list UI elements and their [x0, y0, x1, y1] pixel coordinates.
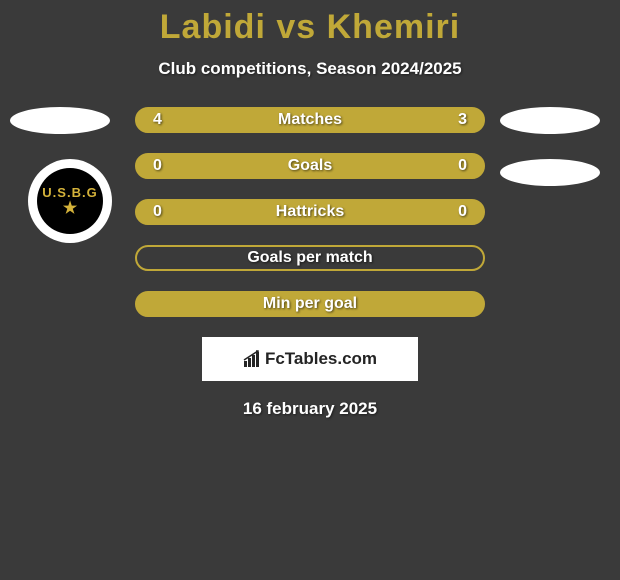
content-area: U.S.B.G ★ 4 Matches 3 0 Goals 0 0 Hattricks 0 Goa… [0, 107, 620, 419]
stat-value-left: 0 [153, 157, 162, 175]
subtitle: Club competitions, Season 2024/2025 [0, 59, 620, 79]
player2-avatar-area [500, 107, 600, 134]
fctables-logo-box[interactable]: FcTables.com [202, 337, 418, 381]
stat-value-right: 0 [458, 203, 467, 221]
fctables-logo: FcTables.com [243, 349, 377, 369]
stat-label: Goals per match [247, 249, 372, 267]
stat-label: Goals [288, 157, 332, 175]
player2-avatar-placeholder [500, 107, 600, 134]
stat-bar-goals: 0 Goals 0 [135, 153, 485, 179]
stat-bar-min-per-goal: Min per goal [135, 291, 485, 317]
stat-value-left: 4 [153, 111, 162, 129]
widget-container: Labidi vs Khemiri Club competitions, Sea… [0, 0, 620, 580]
stat-bar-matches: 4 Matches 3 [135, 107, 485, 133]
vs-text: vs [276, 8, 316, 46]
player1-avatar-placeholder [10, 107, 110, 134]
date-label: 16 february 2025 [0, 399, 620, 419]
chart-icon [243, 350, 261, 368]
stat-value-left: 0 [153, 203, 162, 221]
stat-bar-goals-per-match: Goals per match [135, 245, 485, 271]
stat-value-right: 3 [458, 111, 467, 129]
club-badge-inner: U.S.B.G ★ [37, 168, 103, 234]
stat-bar-hattricks: 0 Hattricks 0 [135, 199, 485, 225]
player1-name: Labidi [160, 8, 266, 46]
logo-text: FcTables.com [265, 349, 377, 369]
stat-label: Matches [278, 111, 342, 129]
stat-label: Min per goal [263, 295, 357, 313]
player2-club-oval [500, 159, 600, 186]
stats-bars: 4 Matches 3 0 Goals 0 0 Hattricks 0 Goals per mat… [135, 107, 485, 317]
player2-club-placeholder [500, 159, 600, 186]
page-title: Labidi vs Khemiri [0, 8, 620, 47]
player1-club-badge: U.S.B.G ★ [28, 159, 112, 243]
stat-label: Hattricks [276, 203, 344, 221]
player2-name: Khemiri [327, 8, 461, 46]
club-badge-star-icon: ★ [63, 198, 77, 218]
stat-value-right: 0 [458, 157, 467, 175]
player1-avatar-area [10, 107, 110, 134]
